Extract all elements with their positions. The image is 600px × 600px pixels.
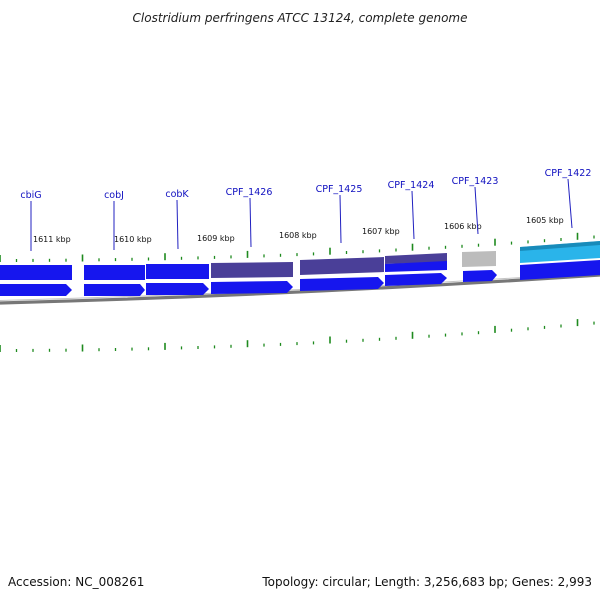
bottom-strand-genes — [0, 260, 600, 296]
gene-arrow-3[interactable] — [146, 283, 209, 295]
gene-label-cobJ[interactable]: cobJ — [104, 190, 124, 201]
leader-line — [411, 190, 415, 240]
genome-backbone — [0, 273, 600, 305]
leader-line — [249, 197, 252, 248]
gene-block-cobJ[interactable] — [84, 265, 145, 280]
gene-block-cpf-1424-lower[interactable] — [385, 261, 447, 272]
kbp-label: 1607 kbp — [362, 227, 400, 236]
position-labels: 1611 kbp 1610 kbp 1609 kbp 1608 kbp 1607… — [33, 216, 564, 244]
gene-arrow-2[interactable] — [84, 284, 145, 296]
gene-arrow-7[interactable] — [463, 270, 497, 282]
kbp-label: 1608 kbp — [279, 231, 317, 240]
leader-line — [567, 178, 573, 229]
gene-block-cpf-1422-edge — [520, 241, 600, 251]
genome-summary-text: Topology: circular; Length: 3,256,683 bp… — [261, 575, 592, 589]
gene-block-cbiG[interactable] — [0, 265, 72, 280]
gene-label-cobK[interactable]: cobK — [165, 189, 189, 200]
gene-arrow-1[interactable] — [0, 284, 72, 296]
gene-arrow-4[interactable] — [211, 281, 293, 294]
leader-line — [339, 194, 342, 244]
gene-label-cpf-1423[interactable]: CPF_1423 — [452, 176, 499, 187]
gene-arrow-5[interactable] — [300, 277, 384, 291]
gene-label-cbiG[interactable]: cbiG — [20, 190, 41, 201]
gene-block-cpf-1423[interactable] — [462, 251, 496, 267]
leader-line — [176, 199, 179, 250]
kbp-label: 1605 kbp — [526, 216, 564, 225]
gene-label-cpf-1422[interactable]: CPF_1422 — [545, 168, 592, 179]
gene-labels: cbiG cobJ cobK CPF_1426 CPF_1425 CPF_142… — [20, 168, 591, 251]
map-title: Clostridium perfringens ATCC 13124, comp… — [133, 11, 468, 25]
accession-text: Accession: NC_008261 — [8, 575, 144, 589]
gene-block-cobK[interactable] — [146, 264, 209, 279]
kbp-label: 1611 kbp — [33, 235, 71, 244]
top-strand-genes — [0, 241, 600, 280]
gene-label-cpf-1426[interactable]: CPF_1426 — [226, 187, 273, 198]
outer-tick-marks — [0, 232, 595, 262]
leader-line — [474, 186, 479, 235]
gene-block-cpf-1426[interactable] — [211, 262, 293, 278]
gene-arrow-6[interactable] — [385, 273, 447, 286]
kbp-label: 1609 kbp — [197, 234, 235, 243]
kbp-label: 1610 kbp — [114, 235, 152, 244]
gene-label-cpf-1424[interactable]: CPF_1424 — [388, 180, 435, 191]
gene-block-cpf-1425[interactable] — [300, 257, 384, 275]
gene-arrow-8[interactable] — [520, 260, 600, 280]
inner-tick-marks — [0, 319, 595, 352]
gene-block-cpf-1424-upper[interactable] — [385, 253, 447, 264]
kbp-label: 1606 kbp — [444, 222, 482, 231]
gene-label-cpf-1425[interactable]: CPF_1425 — [316, 184, 363, 195]
